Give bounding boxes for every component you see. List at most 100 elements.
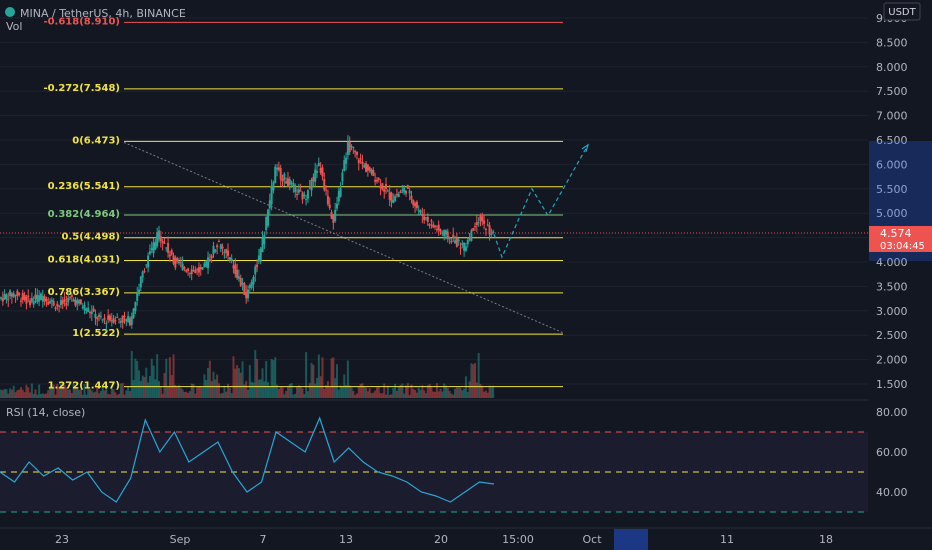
volume-bar xyxy=(335,364,338,398)
volume-bar xyxy=(196,386,199,398)
candle-body xyxy=(49,301,52,304)
candle-body xyxy=(70,294,73,298)
volume-bar xyxy=(45,393,48,398)
volume-bar xyxy=(470,363,473,398)
volume-bar xyxy=(61,385,64,398)
volume-bar xyxy=(32,393,35,398)
volume-bar xyxy=(303,393,306,398)
candle-body xyxy=(210,255,213,259)
candle-body xyxy=(383,189,386,192)
candle-body xyxy=(108,315,111,321)
volume-bar xyxy=(58,387,61,398)
volume-bar xyxy=(483,391,486,398)
candle-body xyxy=(426,217,429,222)
volume-bar xyxy=(205,380,208,398)
volume-bar xyxy=(283,394,286,398)
candle-body xyxy=(14,295,17,297)
volume-bar xyxy=(361,383,364,398)
candle-body xyxy=(419,210,422,213)
candle-body xyxy=(12,293,15,297)
candle-body xyxy=(30,298,33,302)
candle-body xyxy=(385,184,388,189)
candle-body xyxy=(78,300,81,304)
volume-bar xyxy=(3,389,6,398)
volume-bar xyxy=(281,387,284,398)
volume-bar xyxy=(296,386,299,398)
currency-button[interactable] xyxy=(883,2,921,21)
candle-body xyxy=(450,240,453,243)
candle-body xyxy=(154,241,157,250)
candle-body xyxy=(257,255,260,262)
candles xyxy=(0,135,495,331)
volume-bar xyxy=(455,387,458,398)
price-axis[interactable] xyxy=(868,0,932,528)
volume-bar xyxy=(63,385,66,398)
candle-body xyxy=(345,157,348,164)
candle-body xyxy=(321,167,324,177)
candle-body xyxy=(474,226,477,228)
fib-label: -0.272(7.548) xyxy=(43,83,120,94)
volume-bar xyxy=(127,386,130,398)
candle-body xyxy=(3,294,6,300)
candle-body xyxy=(441,232,444,234)
volume-bar xyxy=(225,391,228,398)
volume-bar xyxy=(247,389,249,398)
volume-bar xyxy=(354,394,357,398)
candle-body xyxy=(223,252,226,254)
volume-bar xyxy=(27,387,30,398)
volume-bar xyxy=(388,394,391,398)
volume-bar xyxy=(181,389,184,398)
volume-bar xyxy=(266,382,269,398)
price-tick: 2.000 xyxy=(876,354,908,367)
candle-body xyxy=(452,234,455,238)
candle-body xyxy=(417,210,420,212)
candle-body xyxy=(69,296,72,298)
candle-body xyxy=(488,225,491,235)
candle-body xyxy=(247,289,249,299)
candle-body xyxy=(230,258,233,262)
projection-line[interactable] xyxy=(493,144,589,259)
symbol-status-icon xyxy=(5,7,15,17)
grid xyxy=(0,17,868,385)
fib-levels: -0.618(8.910) -0.272(7.548) 0(6.473) 0.236(… xyxy=(43,16,563,392)
volume-bar xyxy=(49,385,52,398)
candle-body xyxy=(375,180,378,182)
candle-body xyxy=(52,300,55,306)
candle-body xyxy=(337,191,340,202)
candle-body xyxy=(101,319,104,321)
volume-bar xyxy=(88,389,91,398)
volume-bar xyxy=(288,384,291,398)
volume-bar xyxy=(415,392,418,398)
candle-body xyxy=(19,300,22,302)
candle-body xyxy=(463,242,466,251)
candle-body xyxy=(448,237,451,240)
volume-bar xyxy=(254,350,257,398)
candle-body xyxy=(43,296,46,302)
candle-body xyxy=(241,283,244,285)
candle-body xyxy=(261,237,264,253)
candle-body xyxy=(61,300,64,304)
candle-body xyxy=(25,296,28,304)
symbol-title[interactable]: MINA / TetherUS, 4h, BINANCE xyxy=(20,7,186,20)
projection-arrow xyxy=(581,143,590,153)
candle-body xyxy=(283,173,286,180)
candle-body xyxy=(174,257,177,268)
candle-body xyxy=(29,300,32,306)
volume-bar xyxy=(294,393,297,398)
candle-body xyxy=(145,264,148,266)
volume-bar xyxy=(185,391,188,398)
volume-bar xyxy=(116,394,119,398)
volume-bar xyxy=(428,384,431,398)
volume-bar xyxy=(430,387,433,398)
volume-bar xyxy=(134,358,137,398)
volume-bar xyxy=(341,386,344,398)
candle-body xyxy=(63,299,66,302)
price-tick: 5.500 xyxy=(876,183,908,196)
price-tick: 3.000 xyxy=(876,305,908,318)
candle-body xyxy=(54,307,57,309)
volume-bar xyxy=(481,385,484,398)
candle-body xyxy=(332,215,335,223)
candle-body xyxy=(94,313,97,319)
candle-body xyxy=(227,250,230,256)
